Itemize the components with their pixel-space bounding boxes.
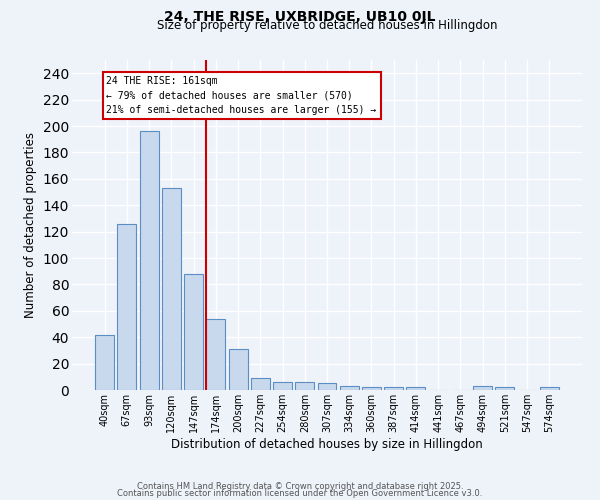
Bar bbox=[362, 388, 381, 390]
Bar bbox=[496, 388, 514, 390]
Bar bbox=[251, 378, 270, 390]
X-axis label: Distribution of detached houses by size in Hillingdon: Distribution of detached houses by size … bbox=[171, 438, 483, 451]
Bar bbox=[273, 382, 292, 390]
Bar bbox=[184, 274, 203, 390]
Text: 24, THE RISE, UXBRIDGE, UB10 0JL: 24, THE RISE, UXBRIDGE, UB10 0JL bbox=[164, 10, 436, 24]
Bar bbox=[384, 388, 403, 390]
Bar bbox=[540, 388, 559, 390]
Text: 24 THE RISE: 161sqm
← 79% of detached houses are smaller (570)
21% of semi-detac: 24 THE RISE: 161sqm ← 79% of detached ho… bbox=[106, 76, 377, 116]
Bar bbox=[95, 334, 114, 390]
Title: Size of property relative to detached houses in Hillingdon: Size of property relative to detached ho… bbox=[157, 20, 497, 32]
Bar bbox=[317, 384, 337, 390]
Bar bbox=[162, 188, 181, 390]
Bar bbox=[473, 386, 492, 390]
Bar bbox=[206, 318, 225, 390]
Text: Contains public sector information licensed under the Open Government Licence v3: Contains public sector information licen… bbox=[118, 489, 482, 498]
Y-axis label: Number of detached properties: Number of detached properties bbox=[24, 132, 37, 318]
Text: Contains HM Land Registry data © Crown copyright and database right 2025.: Contains HM Land Registry data © Crown c… bbox=[137, 482, 463, 491]
Bar bbox=[118, 224, 136, 390]
Bar bbox=[295, 382, 314, 390]
Bar bbox=[140, 132, 158, 390]
Bar bbox=[340, 386, 359, 390]
Bar bbox=[229, 349, 248, 390]
Bar bbox=[406, 388, 425, 390]
